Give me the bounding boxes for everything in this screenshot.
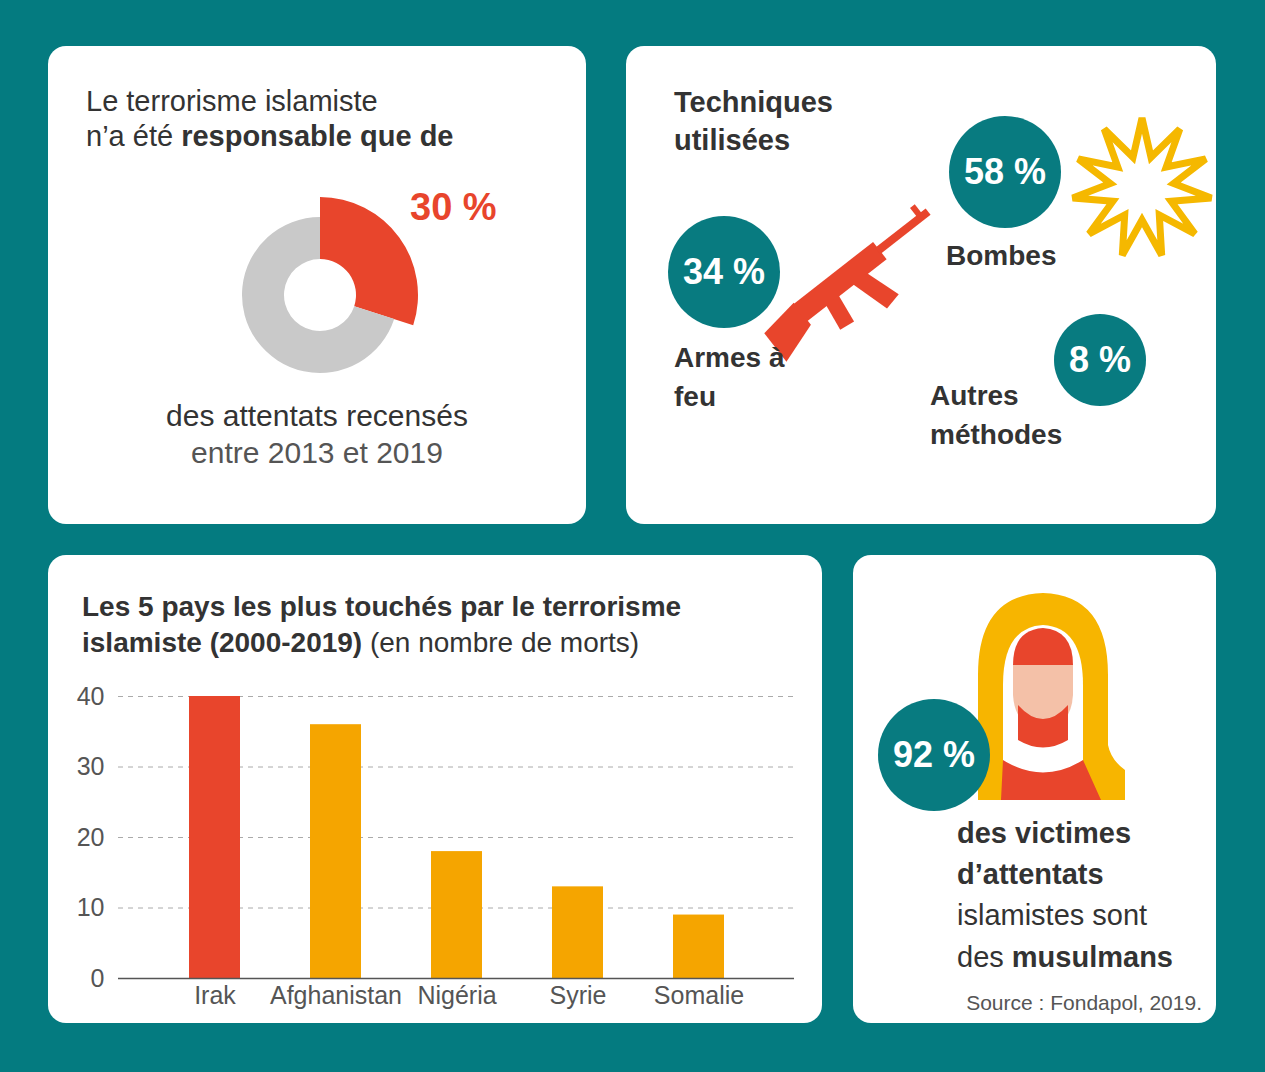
svg-text:40: 40 xyxy=(77,682,105,710)
html-text:Les 5 pays les plus touchés pa: Les 5 pays les plus touchés par le terro… xyxy=(82,591,682,622)
html-text:n’a été responsable que de: n’a été responsable que de xyxy=(86,119,454,152)
html-text:58 %: 58 % xyxy=(964,151,1046,192)
svg-text:20: 20 xyxy=(77,823,105,851)
html-text:islamistes sont: islamistes sont xyxy=(957,899,1148,932)
html-text:8 %: 8 % xyxy=(1069,339,1131,380)
svg-text:Nigéria: Nigéria xyxy=(417,981,496,1009)
svg-text:10: 10 xyxy=(77,893,105,921)
html-text:d’attentats: d’attentats xyxy=(957,858,1104,891)
html-text:30 %: 30 % xyxy=(410,186,497,228)
svg-text:Somalie: Somalie xyxy=(654,981,744,1009)
svg-text:Syrie: Syrie xyxy=(550,981,607,1009)
html-text:Techniques: Techniques xyxy=(674,86,833,118)
html-text:Le terrorisme islamiste: Le terrorisme islamiste xyxy=(86,85,378,117)
html-text:des victimes: des victimes xyxy=(957,817,1132,849)
svg-text:Irak: Irak xyxy=(194,981,236,1009)
html-text:des attentats recensés: des attentats recensés xyxy=(166,399,468,432)
svg-text:30: 30 xyxy=(77,752,105,780)
html-text:Source : Fondapol, 2019.: Source : Fondapol, 2019. xyxy=(966,991,1202,1014)
svg-text:Afghanistan: Afghanistan xyxy=(270,981,402,1009)
html-text:Bombes: Bombes xyxy=(946,240,1057,271)
html-text:entre 2013 et 2019: entre 2013 et 2019 xyxy=(191,435,443,469)
svg-text:0: 0 xyxy=(91,964,105,992)
html-text:islamiste (2000-2019) (en nomb: islamiste (2000-2019) (en nombre de mort… xyxy=(82,627,640,659)
html-text:des musulmans: des musulmans xyxy=(957,940,1173,973)
html-text:Armes à feu: Armes à feu xyxy=(674,342,785,413)
html-text:utilisées: utilisées xyxy=(674,123,791,156)
html-text:92 %: 92 % xyxy=(893,734,975,775)
html-text:Autres méthodes: Autres méthodes xyxy=(930,380,1063,451)
html-text:34 %: 34 % xyxy=(683,251,765,292)
